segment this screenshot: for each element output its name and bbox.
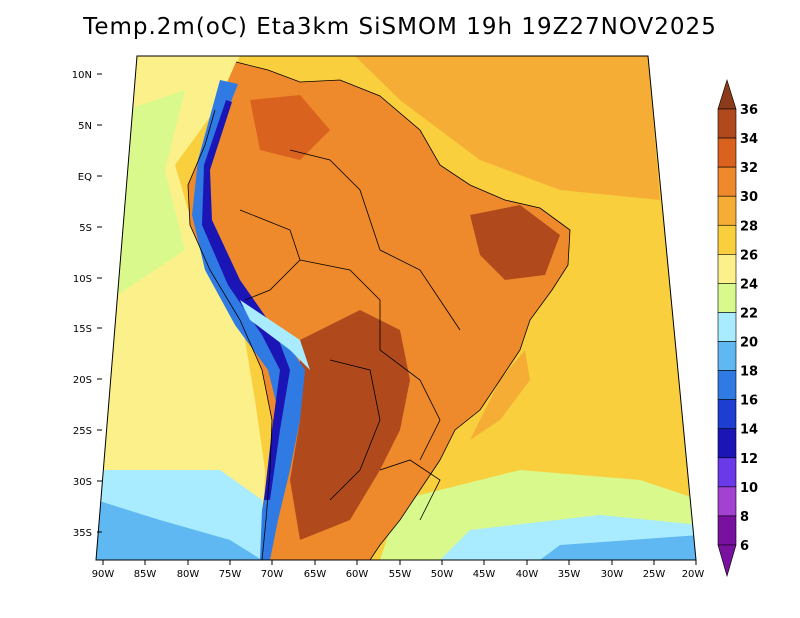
colorbar-level-label: 12	[740, 452, 758, 467]
lon-tick-label: 45W	[473, 569, 496, 580]
lat-tick-label: 10N	[72, 70, 92, 81]
lat-tick-label: EQ	[78, 172, 92, 183]
colorbar-level-label: 6	[740, 539, 749, 554]
lon-tick-label: 50W	[431, 569, 454, 580]
lat-tick-label: 20S	[73, 375, 92, 386]
colorbar-level-label: 28	[740, 219, 758, 234]
lon-tick-label: 55W	[389, 569, 412, 580]
colorbar-box	[717, 254, 737, 284]
colorbar-bottom-arrow	[717, 544, 737, 578]
lat-axis: 10N 5N EQ 5S 10S 15S 20S 25S 30S 35S	[72, 70, 102, 539]
lon-tick-label: 85W	[134, 569, 157, 580]
colorbar-level-label: 16	[740, 394, 758, 409]
north-atlantic-warm-band	[355, 56, 660, 200]
lon-tick-label: 70W	[261, 569, 284, 580]
lat-tick-label: 10S	[73, 274, 92, 285]
colorbar-box	[717, 195, 737, 226]
colorbar-level-label: 10	[740, 481, 758, 496]
colorbar-box	[717, 370, 737, 400]
hot-interior-south	[290, 310, 410, 540]
colorbar-boxes	[717, 108, 737, 546]
colorbar-box	[717, 166, 737, 197]
colorbar-level-label: 26	[740, 248, 758, 263]
colorbar-labels: 36 34 32 30 28 26 24 22 20 18 16 14 12 10 8 6	[740, 103, 758, 554]
andes-foothill-cool	[240, 300, 310, 370]
lat-tick-label: 5N	[78, 121, 92, 132]
colorbar-box	[717, 486, 737, 517]
lon-tick-label: 25W	[643, 569, 666, 580]
colorbar-box	[717, 137, 737, 168]
lat-tick-label: 25S	[73, 426, 92, 437]
colorbar-level-label: 36	[740, 103, 758, 118]
coastal-strip	[470, 350, 530, 440]
colorbar-box	[717, 312, 737, 342]
southern-colder-band	[96, 500, 262, 560]
hot-interior-north	[250, 95, 330, 160]
lon-tick-label: 80W	[177, 569, 200, 580]
lat-tick-label: 35S	[73, 528, 92, 539]
lat-tick-label: 5S	[79, 223, 92, 234]
lat-tick-label: 15S	[73, 324, 92, 335]
colorbar-box	[717, 341, 737, 371]
colorbar-box	[717, 224, 737, 255]
south-atlantic-colder-band	[540, 535, 696, 560]
colorbar-level-label: 34	[740, 132, 758, 147]
colorbar-level-label: 8	[740, 510, 749, 525]
colorbar-level-label: 20	[740, 336, 758, 351]
lon-tick-label: 30W	[601, 569, 624, 580]
lon-tick-label: 35W	[558, 569, 581, 580]
lon-tick-label: 65W	[304, 569, 327, 580]
map-title: Temp.2m(oC) Eta3km SiSMOM 19h 19Z27NOV20…	[83, 14, 717, 40]
lon-tick-label: 60W	[346, 569, 369, 580]
colorbar-box	[717, 428, 737, 459]
colorbar-box	[717, 283, 737, 313]
lon-axis: 90W 85W 80W 75W 70W 65W 60W 55W 50W 45W …	[92, 560, 705, 580]
colorbar-top-arrow	[717, 78, 737, 110]
lon-tick-label: 90W	[92, 569, 115, 580]
colorbar-box	[717, 457, 737, 488]
hot-interior-northeast	[470, 205, 560, 280]
colorbar-level-label: 24	[740, 277, 758, 292]
colorbar-level-label: 18	[740, 365, 758, 380]
colorbar: 36 34 32 30 28 26 24 22 20 18 16 14 12 10 8 6	[717, 78, 758, 578]
colorbar-level-label: 14	[740, 423, 758, 438]
colorbar-level-label: 22	[740, 306, 758, 321]
lon-tick-label: 20W	[682, 569, 705, 580]
colorbar-box	[717, 399, 737, 430]
lon-tick-label: 75W	[219, 569, 242, 580]
colorbar-level-label: 30	[740, 190, 758, 205]
colorbar-box	[717, 108, 737, 139]
country-borders	[187, 61, 571, 560]
lat-tick-label: 30S	[73, 477, 92, 488]
colorbar-level-label: 32	[740, 161, 758, 176]
colorbar-box	[717, 515, 737, 546]
map-area	[96, 56, 696, 560]
lon-tick-label: 40W	[516, 569, 539, 580]
